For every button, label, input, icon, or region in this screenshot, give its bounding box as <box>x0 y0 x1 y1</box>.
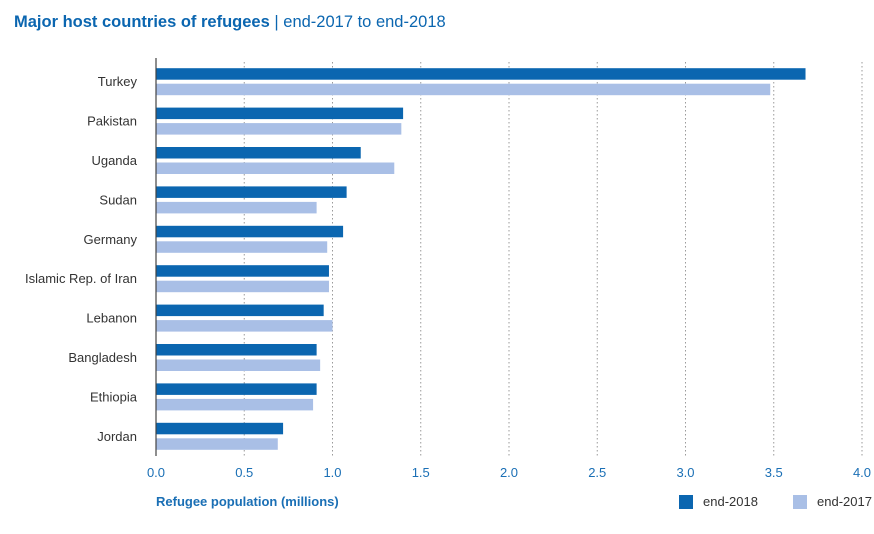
bar-end-2017 <box>156 83 771 96</box>
bar-end-2018 <box>156 304 324 317</box>
x-tick-label: 3.0 <box>676 465 694 480</box>
x-tick-label: 4.0 <box>853 465 871 480</box>
x-tick-labels: 0.0 0.5 1.0 1.5 2.0 2.5 3.0 3.5 4.0 <box>147 465 871 480</box>
category-label: Turkey <box>98 74 138 89</box>
legend-item-end-2018: end-2018 <box>679 494 758 509</box>
grid-lines <box>243 62 863 456</box>
category-labels: Turkey Pakistan Uganda Sudan Germany Islamic … <box>25 74 138 444</box>
bar-end-2018 <box>156 422 284 435</box>
chart-title-separator: | <box>274 13 279 31</box>
x-tick-label: 2.0 <box>500 465 518 480</box>
legend-label-end-2017: end-2017 <box>817 494 872 509</box>
category-label: Pakistan <box>87 114 137 129</box>
legend-label-end-2018: end-2018 <box>703 494 758 509</box>
x-tick-label: 0.0 <box>147 465 165 480</box>
chart-title-subtitle: end-2017 to end-2018 <box>283 13 446 31</box>
category-label: Lebanon <box>86 311 137 326</box>
category-label: Bangladesh <box>68 350 137 365</box>
chart-title-main: Major host countries of refugees <box>14 13 270 31</box>
bar-end-2017 <box>156 123 402 135</box>
bar-end-2018 <box>156 186 347 198</box>
bar-end-2018 <box>156 344 317 356</box>
bar-end-2018 <box>156 265 329 277</box>
bar-end-2017 <box>156 280 329 293</box>
category-label: Jordan <box>97 429 137 444</box>
x-tick-label: 0.5 <box>235 465 253 480</box>
bar-end-2017 <box>156 162 395 174</box>
category-label: Sudan <box>99 192 137 207</box>
category-label: Ethiopia <box>90 389 138 404</box>
category-label: Islamic Rep. of Iran <box>25 271 137 286</box>
legend-swatch-end-2017 <box>793 494 807 509</box>
legend-item-end-2017: end-2017 <box>793 494 872 509</box>
bar-end-2018 <box>156 225 344 238</box>
bar-end-2018 <box>156 68 806 80</box>
category-label: Uganda <box>91 153 137 168</box>
bar-end-2017 <box>156 359 321 371</box>
bar-end-2018 <box>156 107 404 120</box>
x-tick-label: 1.0 <box>323 465 341 480</box>
bar-end-2017 <box>156 241 328 253</box>
category-label: Germany <box>84 232 138 247</box>
bar-end-2017 <box>156 398 314 411</box>
legend-swatch-end-2018 <box>679 494 693 509</box>
bar-end-2018 <box>156 147 361 159</box>
bars <box>156 68 806 450</box>
x-axis-label: Refugee population (millions) <box>156 494 339 509</box>
chart-title: Major host countries of refugees | end-2… <box>14 13 446 32</box>
x-tick-label: 2.5 <box>588 465 606 480</box>
bar-end-2017 <box>156 320 333 332</box>
bar-end-2017 <box>156 201 317 214</box>
bar-end-2018 <box>156 383 317 395</box>
bar-end-2017 <box>156 438 278 450</box>
x-tick-label: 1.5 <box>412 465 430 480</box>
x-tick-label: 3.5 <box>765 465 783 480</box>
